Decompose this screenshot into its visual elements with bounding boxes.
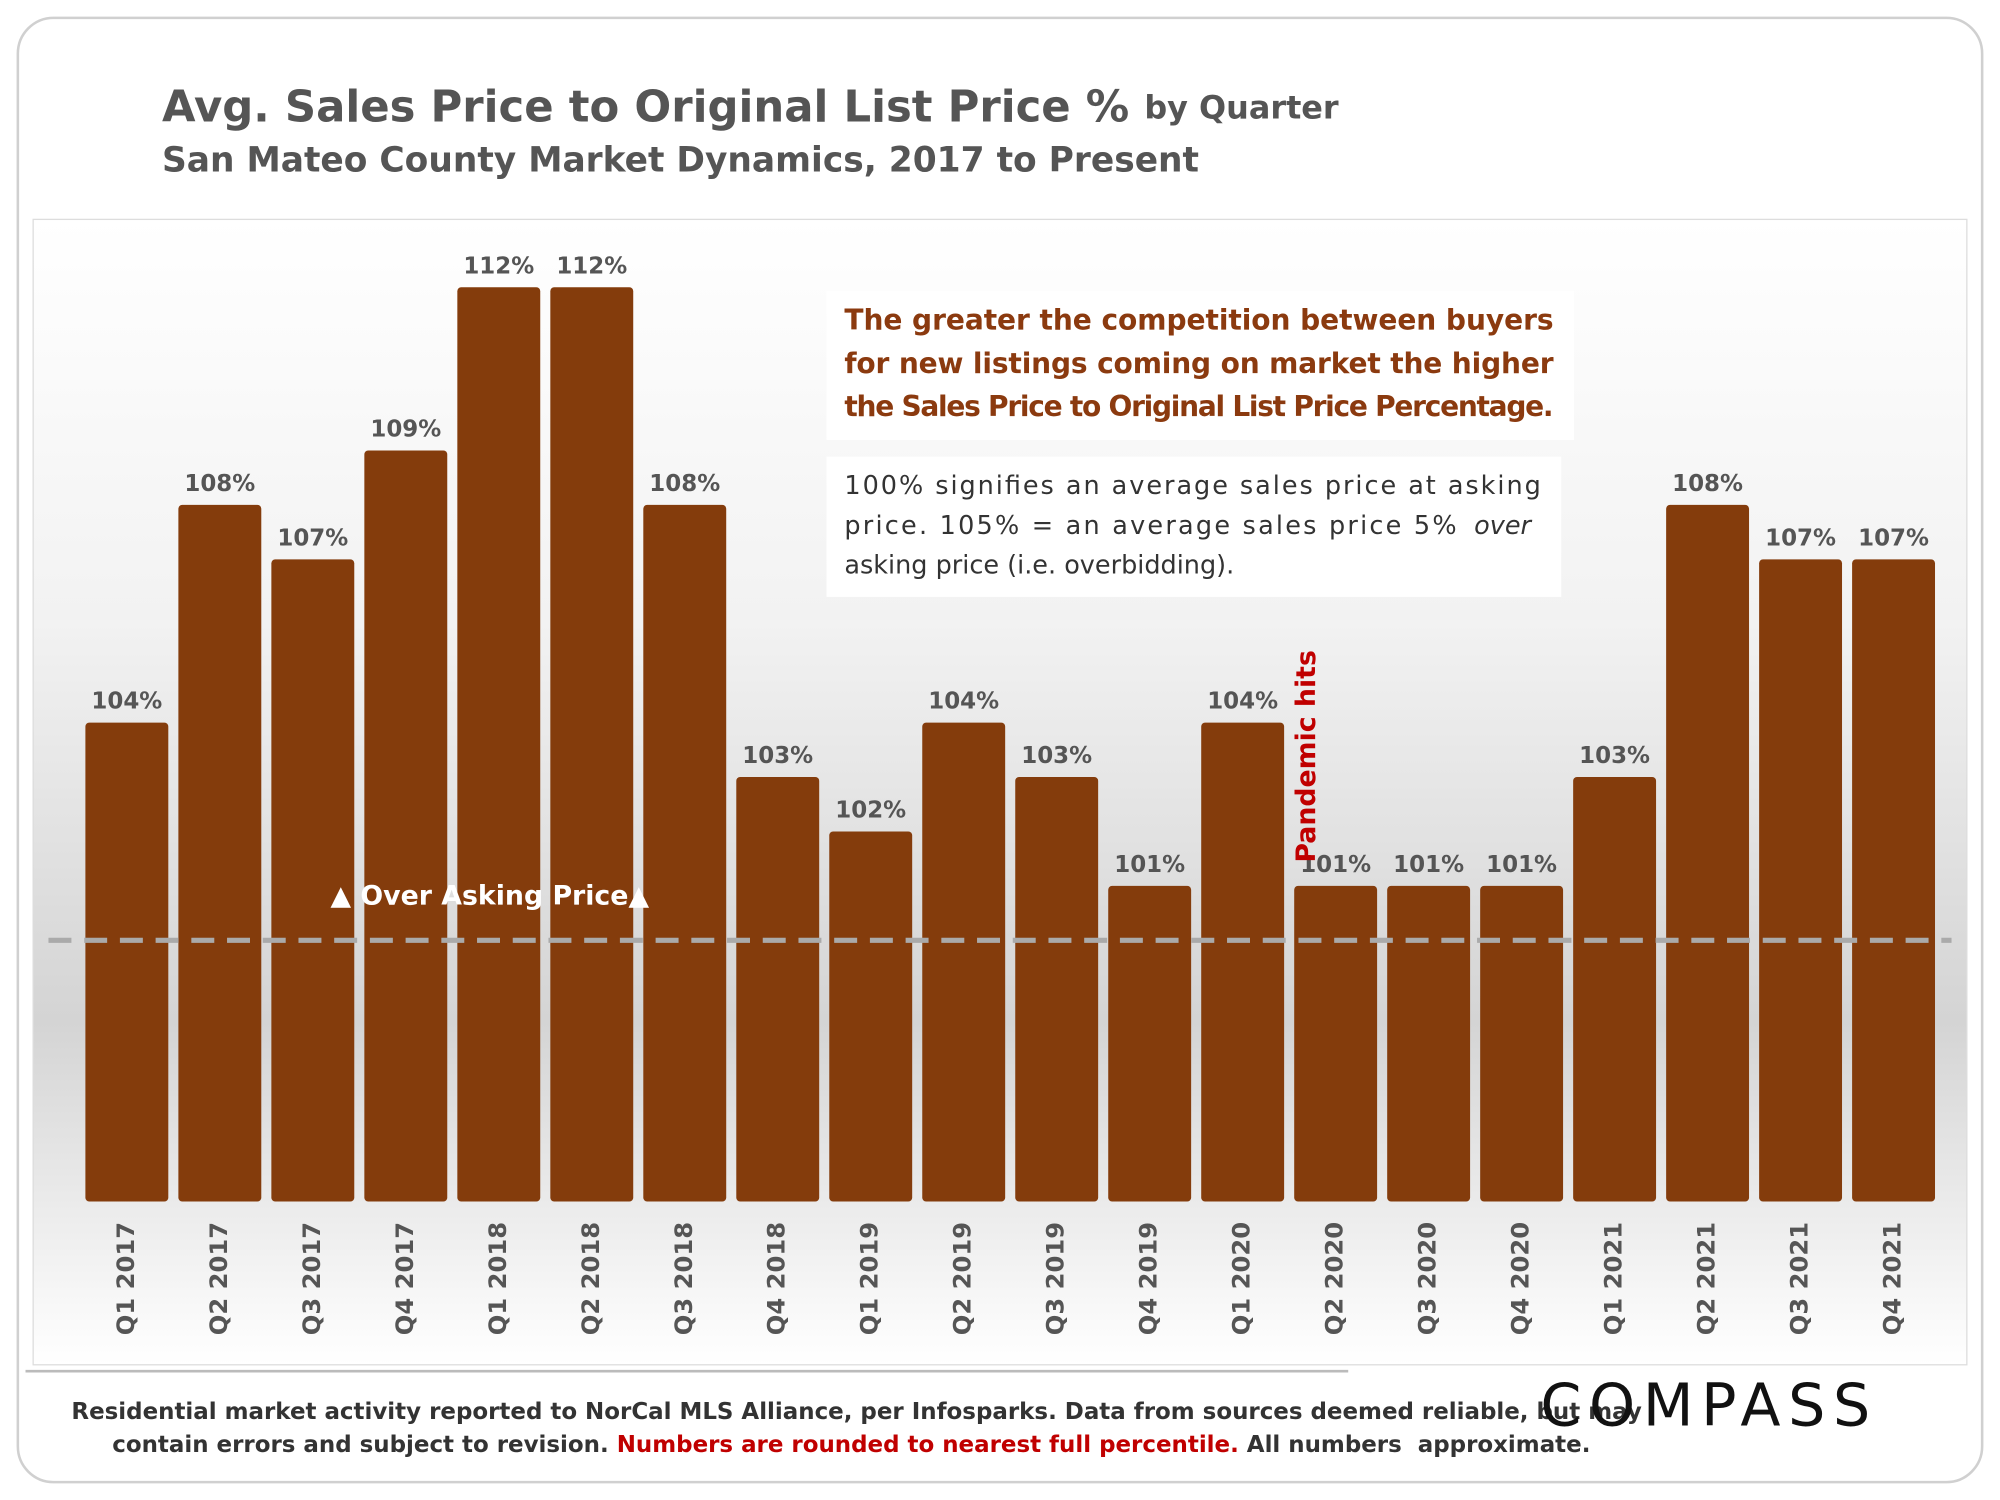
value-label: 103% bbox=[1021, 743, 1092, 769]
x-tick-label: Q2 2019 bbox=[949, 1222, 977, 1335]
x-tick-label: Q1 2019 bbox=[856, 1222, 884, 1335]
note-text: The greater the competition between buye… bbox=[844, 303, 1553, 336]
x-tick-label: Q2 2017 bbox=[205, 1222, 233, 1335]
note-emphasis: over bbox=[1474, 511, 1532, 541]
x-tick-label: Q1 2021 bbox=[1600, 1222, 1628, 1335]
footnote-line: contain errors and subject to revision. bbox=[112, 1432, 608, 1458]
bar bbox=[736, 777, 820, 1202]
value-label: 112% bbox=[556, 253, 627, 279]
bar bbox=[1573, 777, 1657, 1202]
reference-label: ▲ Over Asking Price▲ bbox=[331, 880, 650, 911]
x-tick-label: Q1 2020 bbox=[1228, 1222, 1256, 1335]
note-text: for new listings coming on market the hi… bbox=[844, 347, 1553, 380]
value-label: 103% bbox=[1579, 743, 1650, 769]
value-label: 112% bbox=[463, 253, 534, 279]
bar bbox=[1108, 885, 1192, 1202]
logo: COMPASS bbox=[1540, 1372, 1878, 1440]
value-label: 101% bbox=[1393, 852, 1464, 878]
bar bbox=[1666, 504, 1750, 1202]
bar bbox=[829, 831, 913, 1202]
bar bbox=[364, 450, 448, 1202]
note-text: the Sales Price to Original List Price P… bbox=[844, 390, 1553, 423]
value-label: 103% bbox=[742, 743, 813, 769]
value-label: 107% bbox=[1858, 525, 1929, 551]
value-label: 107% bbox=[277, 525, 348, 551]
footnote-line: Residential market activity reported to … bbox=[71, 1398, 1641, 1424]
note-text: price. 105% = an average sales price 5% o… bbox=[844, 511, 1532, 541]
value-label: 109% bbox=[370, 417, 441, 443]
bar bbox=[550, 287, 634, 1202]
bar bbox=[643, 504, 727, 1202]
x-tick-label: Q3 2019 bbox=[1042, 1222, 1070, 1335]
footnote: Residential market activity reported to … bbox=[71, 1398, 1641, 1424]
footnote-highlight: Numbers are rounded to nearest full perc… bbox=[617, 1432, 1239, 1458]
value-label: 104% bbox=[928, 689, 999, 715]
value-label: 108% bbox=[649, 471, 720, 497]
value-label: 108% bbox=[184, 471, 255, 497]
x-tick-label: Q4 2021 bbox=[1879, 1222, 1907, 1335]
x-tick-label: Q3 2018 bbox=[670, 1222, 698, 1335]
x-tick-label: Q3 2017 bbox=[298, 1222, 326, 1335]
bar bbox=[178, 504, 262, 1202]
subtitle: San Mateo County Market Dynamics, 2017 t… bbox=[162, 140, 1199, 180]
bar bbox=[922, 722, 1006, 1202]
x-tick-label: Q2 2021 bbox=[1693, 1222, 1721, 1335]
bar bbox=[1480, 885, 1564, 1202]
x-tick-label: Q3 2021 bbox=[1786, 1222, 1814, 1335]
x-tick-label: Q3 2020 bbox=[1414, 1222, 1442, 1335]
value-label: 101% bbox=[1300, 852, 1371, 878]
value-label: 107% bbox=[1765, 525, 1836, 551]
x-tick-label: Q4 2017 bbox=[391, 1222, 419, 1335]
value-label: 108% bbox=[1672, 471, 1743, 497]
x-tick-label: Q4 2019 bbox=[1135, 1222, 1163, 1335]
note-text: price. 105% = an average sales price 5% bbox=[844, 511, 1456, 541]
bar bbox=[1759, 559, 1843, 1202]
value-label: 104% bbox=[1207, 689, 1278, 715]
x-tick-label: Q2 2020 bbox=[1321, 1222, 1349, 1335]
title-suffix: by Quarter bbox=[1144, 89, 1339, 127]
bar bbox=[1387, 885, 1471, 1202]
bar bbox=[271, 559, 355, 1202]
value-label: 104% bbox=[91, 689, 162, 715]
x-tick-label: Q2 2018 bbox=[577, 1222, 605, 1335]
x-tick-label: Q4 2020 bbox=[1507, 1222, 1535, 1335]
note-box bbox=[826, 290, 1574, 441]
x-tick-label: Q1 2018 bbox=[484, 1222, 512, 1335]
x-tick-label: Q4 2018 bbox=[763, 1222, 791, 1335]
annotation: Pandemic hits bbox=[1291, 650, 1322, 863]
bar bbox=[1201, 722, 1285, 1202]
bar bbox=[1852, 559, 1936, 1202]
footnote: contain errors and subject to revision. … bbox=[112, 1432, 1590, 1458]
x-tick-label: Q1 2017 bbox=[112, 1222, 140, 1335]
chart-title: Avg. Sales Price to Original List Price … bbox=[162, 82, 1339, 132]
value-label: 102% bbox=[835, 798, 906, 824]
title-main: Avg. Sales Price to Original List Price … bbox=[162, 82, 1129, 132]
value-label: 101% bbox=[1486, 852, 1557, 878]
bar bbox=[85, 722, 169, 1202]
bar bbox=[1015, 777, 1099, 1202]
bar bbox=[1294, 885, 1378, 1202]
note-text: asking price (i.e. overbidding). bbox=[844, 550, 1234, 580]
bar bbox=[457, 287, 541, 1202]
note-box bbox=[826, 456, 1562, 597]
footnote-line: All numbers approximate. bbox=[1247, 1432, 1591, 1458]
value-label: 101% bbox=[1114, 852, 1185, 878]
